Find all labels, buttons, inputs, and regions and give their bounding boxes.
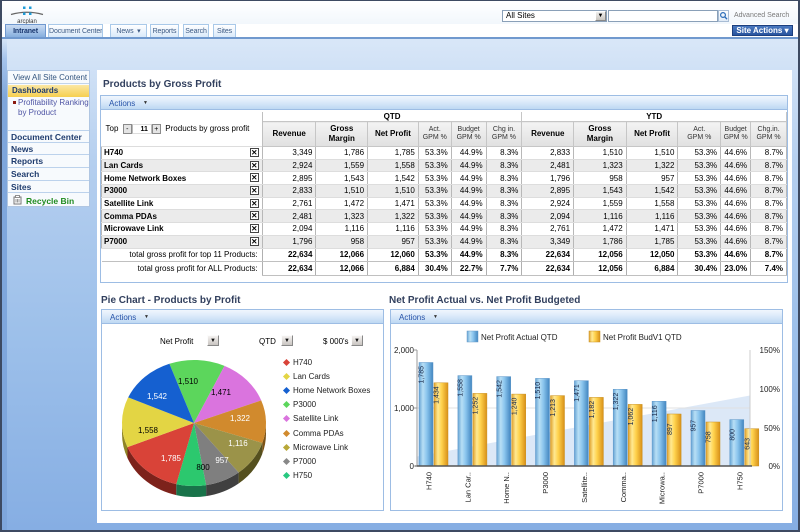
svg-text:Comma..: Comma.. bbox=[619, 472, 628, 502]
svg-text:1,542: 1,542 bbox=[147, 392, 168, 401]
svg-text:arcplan: arcplan bbox=[17, 19, 37, 24]
svg-text:800: 800 bbox=[730, 429, 737, 441]
svg-text:1,542: 1,542 bbox=[496, 380, 503, 398]
svg-text:50%: 50% bbox=[764, 424, 780, 433]
svg-text:Microwa..: Microwa.. bbox=[658, 472, 667, 504]
svg-text:1,558: 1,558 bbox=[458, 379, 465, 397]
svg-text:Lan Car..: Lan Car.. bbox=[463, 472, 472, 502]
svg-text:1,116: 1,116 bbox=[228, 439, 248, 448]
svg-text:1,785: 1,785 bbox=[161, 454, 182, 463]
svg-text:1,471: 1,471 bbox=[211, 388, 232, 397]
svg-text:1,000: 1,000 bbox=[394, 404, 415, 413]
svg-text:897: 897 bbox=[667, 423, 674, 435]
svg-text:1,252: 1,252 bbox=[473, 397, 480, 415]
svg-text:1,182: 1,182 bbox=[589, 401, 596, 419]
svg-text:Satellite..: Satellite.. bbox=[580, 472, 589, 503]
svg-text:150%: 150% bbox=[760, 346, 780, 355]
svg-text:P7000: P7000 bbox=[697, 472, 706, 494]
svg-text:2,000: 2,000 bbox=[394, 346, 415, 355]
svg-text:Home N..: Home N.. bbox=[502, 472, 511, 504]
svg-text:1,510: 1,510 bbox=[178, 377, 199, 386]
svg-text:H740: H740 bbox=[425, 472, 434, 490]
svg-text:P3000: P3000 bbox=[541, 472, 550, 494]
svg-text:1,434: 1,434 bbox=[434, 386, 441, 404]
svg-text:100%: 100% bbox=[760, 385, 780, 394]
svg-text:1,322: 1,322 bbox=[230, 414, 251, 423]
svg-text:0: 0 bbox=[410, 462, 415, 471]
svg-text:1,558: 1,558 bbox=[138, 426, 159, 435]
svg-text:Net Profit Actual QTD: Net Profit Actual QTD bbox=[481, 333, 558, 342]
svg-text:1,062: 1,062 bbox=[628, 408, 635, 426]
svg-text:957: 957 bbox=[691, 420, 698, 432]
svg-text:1,116: 1,116 bbox=[652, 405, 659, 422]
svg-text:1,240: 1,240 bbox=[511, 397, 518, 415]
svg-text:H750: H750 bbox=[735, 472, 744, 490]
svg-text:1,213: 1,213 bbox=[550, 399, 557, 417]
svg-text:0%: 0% bbox=[768, 462, 780, 471]
svg-text:1,471: 1,471 bbox=[574, 384, 581, 402]
svg-text:758: 758 bbox=[706, 431, 713, 443]
svg-text:957: 957 bbox=[215, 456, 229, 465]
svg-text:643: 643 bbox=[745, 438, 752, 450]
svg-text:1,510: 1,510 bbox=[535, 382, 542, 400]
svg-text:800: 800 bbox=[196, 463, 210, 472]
svg-text:Net Profit BudV1 QTD: Net Profit BudV1 QTD bbox=[603, 333, 682, 342]
svg-text:1,322: 1,322 bbox=[613, 393, 620, 411]
svg-text:1,785: 1,785 bbox=[419, 366, 426, 384]
